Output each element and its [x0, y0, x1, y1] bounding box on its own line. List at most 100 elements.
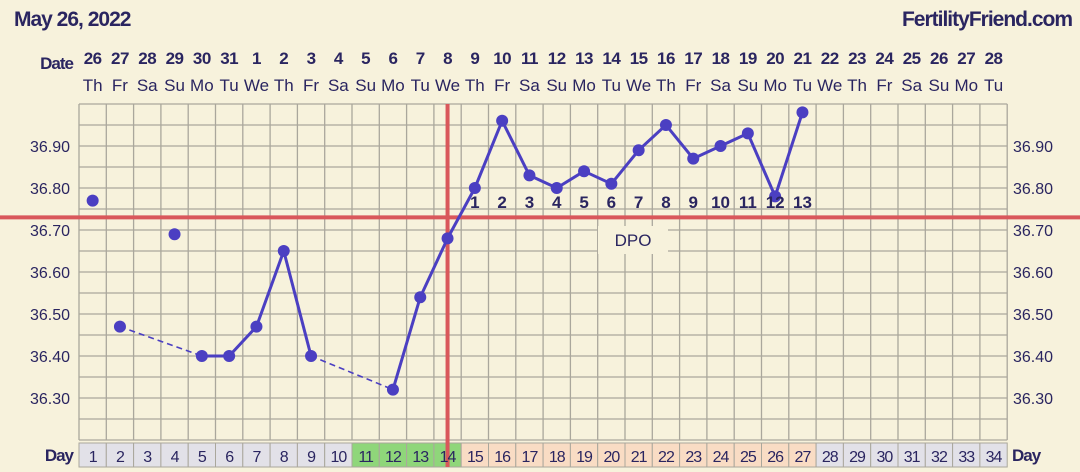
date-label: 20	[766, 49, 784, 68]
day-cell	[78, 442, 107, 468]
day-number: 27	[795, 449, 812, 466]
dpo-number: 11	[739, 193, 757, 212]
day-number: 19	[576, 449, 593, 466]
day-cell	[897, 442, 926, 468]
day-number: 16	[494, 449, 511, 466]
dpo-label-bg	[598, 226, 668, 254]
temp-segment	[473, 120, 504, 189]
dpo-number: 13	[793, 193, 812, 212]
weekday-label: Tu	[220, 76, 239, 95]
date-label: 25	[903, 49, 921, 68]
temp-point	[250, 320, 263, 333]
temp-point	[86, 194, 99, 207]
y-tick-right: 36.80	[1013, 181, 1053, 198]
weekday-label: Sa	[328, 76, 349, 95]
temp-segment	[746, 132, 777, 197]
dpo-number: 3	[525, 193, 534, 212]
weekday-label: Su	[546, 76, 567, 95]
weekday-label: We	[435, 76, 460, 95]
y-tick-right: 36.40	[1013, 349, 1053, 366]
date-label: 8	[443, 49, 452, 68]
temp-point	[714, 140, 727, 152]
dpo-number: 7	[634, 193, 643, 212]
weekday-label: We	[244, 76, 269, 95]
weekday-label: We	[817, 76, 842, 95]
weekday-label: Sa	[519, 76, 540, 95]
weekday-label: Sa	[137, 76, 158, 95]
day-number: 33	[958, 449, 975, 466]
date-label: 22	[821, 49, 839, 68]
day-number: 12	[385, 449, 402, 466]
dpo-number: 10	[711, 193, 730, 212]
day-number: 21	[631, 449, 648, 466]
y-tick-right: 36.30	[1013, 391, 1053, 408]
temp-point	[769, 190, 782, 203]
y-tick-left: 36.80	[30, 181, 70, 198]
weekday-label: Su	[164, 76, 185, 95]
day-number: 1	[89, 449, 98, 466]
y-tick-right: 36.90	[1013, 139, 1053, 156]
date-label: 13	[575, 49, 593, 68]
date-label: 30	[193, 49, 211, 68]
temp-segment	[773, 111, 804, 197]
day-cell	[815, 442, 844, 468]
weekday-label: Th	[83, 76, 103, 95]
date-label: 21	[793, 49, 811, 68]
y-tick-left: 36.40	[30, 349, 70, 366]
date-label: 27	[111, 49, 129, 68]
day-cell	[569, 442, 599, 468]
chart-date: May 26, 2022	[14, 8, 131, 31]
date-label: 2	[279, 49, 288, 68]
date-label: 12	[548, 49, 566, 68]
day-cell	[924, 442, 954, 468]
day-number: 2	[116, 449, 125, 466]
date-label: 7	[416, 49, 425, 68]
weekday-label: Su	[355, 76, 376, 95]
temp-point	[441, 232, 454, 245]
dpo-number: 12	[766, 193, 785, 212]
weekday-label: Mo	[381, 76, 405, 95]
date-label: 15	[630, 49, 648, 68]
date-label: 26	[84, 49, 102, 68]
day-cell	[133, 442, 162, 468]
temp-point	[414, 291, 427, 304]
date-row-label: Date	[40, 54, 73, 73]
temp-point	[523, 169, 536, 182]
y-tick-left: 36.30	[30, 391, 70, 408]
day-number: 8	[280, 449, 289, 466]
day-number: 5	[198, 449, 207, 466]
day-cell	[761, 442, 790, 468]
weekday-label: Sa	[710, 76, 731, 95]
day-cell	[351, 442, 380, 468]
day-cell	[269, 442, 298, 468]
day-cell	[215, 442, 244, 468]
day-number: 24	[713, 449, 730, 466]
y-tick-left: 36.90	[30, 139, 70, 156]
date-label: 23	[848, 49, 866, 68]
dpo-label: DPO	[615, 231, 652, 250]
day-cell	[651, 442, 681, 468]
weekday-label: Fr	[112, 76, 128, 95]
day-number: 29	[849, 449, 866, 466]
dpo-number: 5	[579, 193, 588, 212]
weekday-label: Su	[929, 76, 950, 95]
temp-segment	[610, 149, 640, 185]
day-number: 30	[876, 449, 893, 466]
date-label: 5	[361, 49, 370, 68]
day-cell	[187, 442, 216, 468]
temp-segment-dashed	[119, 325, 203, 357]
date-label: 18	[712, 49, 730, 68]
weekday-label: Tu	[984, 76, 1003, 95]
weekday-label: Sa	[901, 76, 922, 95]
temp-segment	[228, 325, 258, 358]
day-cell	[733, 442, 763, 468]
temp-segment	[664, 124, 695, 160]
temp-point	[113, 320, 126, 333]
weekday-label: Fr	[876, 76, 892, 95]
day-number: 6	[225, 449, 234, 466]
weekday-label: Tu	[411, 76, 430, 95]
temp-segment	[637, 123, 667, 152]
weekday-label: Tu	[602, 76, 621, 95]
site-name[interactable]: FertilityFriend.com	[901, 8, 1073, 31]
day-number: 9	[307, 449, 316, 466]
